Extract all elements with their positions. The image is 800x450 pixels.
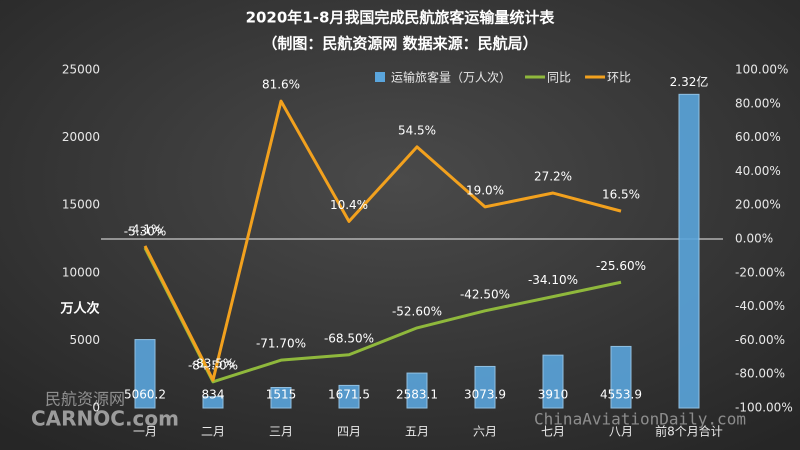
chart-title: 2020年1-8月我国完成民航旅客运输量统计表 — [246, 9, 556, 27]
bar — [270, 387, 292, 409]
y-tick-label: 25000 — [62, 63, 100, 77]
y2-tick-label: -20.00% — [735, 265, 785, 279]
y2-tick-label: 20.00% — [735, 198, 781, 212]
bar — [542, 354, 564, 409]
line-value-label: 54.5% — [398, 123, 436, 137]
y-tick-label: 0 — [92, 401, 100, 415]
line-value-label: -71.70% — [256, 337, 306, 351]
line-value-label: 10.4% — [330, 198, 368, 212]
bar — [474, 365, 496, 409]
line-value-label: -68.50% — [324, 331, 374, 345]
watermark: CARNOC.com — [31, 407, 179, 431]
legend-label: 同比 — [547, 71, 571, 85]
x-tick-label: 六月 — [473, 425, 497, 439]
y2-tick-label: 0.00% — [735, 232, 773, 246]
x-tick-label: 三月 — [269, 425, 293, 439]
y-tick-label: 5000 — [69, 333, 100, 347]
bar-value-label: 1515 — [266, 388, 297, 402]
x-tick-label: 八月 — [609, 425, 633, 439]
line-value-label: -84.50% — [188, 358, 238, 372]
y-axis-label: 万人次 — [59, 301, 99, 317]
y2-tick-label: -100.00% — [735, 401, 793, 415]
bar-value-label: 834 — [202, 388, 225, 402]
x-tick-label: 四月 — [337, 425, 361, 439]
legend-label: 环比 — [607, 71, 631, 85]
x-tick-label: 前8个月合计 — [655, 424, 723, 439]
bar — [406, 372, 428, 409]
line-value-label: -34.10% — [528, 273, 578, 287]
bar-value-label: 3073.9 — [464, 388, 506, 402]
line-value-label: -25.60% — [596, 259, 646, 273]
line-value-label: -42.50% — [460, 287, 510, 301]
line-value-label: -52.60% — [392, 304, 442, 318]
line-value-label: 19.0% — [466, 183, 504, 197]
line-value-label: 27.2% — [534, 170, 572, 184]
line — [143, 247, 622, 384]
bar-value-label: 4553.9 — [600, 388, 642, 402]
line — [143, 99, 622, 382]
y-tick-label: 15000 — [62, 198, 100, 212]
bar-value-label: 2.32亿 — [670, 74, 709, 89]
bar-value-label: 2583.1 — [396, 388, 438, 402]
chart-subtitle: （制图：民航资源网 数据来源：民航局） — [262, 35, 537, 53]
y2-tick-label: -40.00% — [735, 299, 785, 313]
x-tick-label: 一月 — [133, 425, 157, 439]
x-tick-label: 七月 — [541, 425, 565, 439]
y2-tick-label: 60.00% — [735, 130, 781, 144]
bar — [678, 93, 700, 409]
bar — [202, 396, 224, 409]
bar-value-label: 1671.5 — [328, 388, 370, 402]
line-value-label: 16.5% — [602, 188, 640, 202]
bar-value-label: 3910 — [538, 388, 569, 402]
x-tick-label: 五月 — [405, 425, 429, 439]
y2-tick-label: -60.00% — [735, 333, 785, 347]
line-value-label: -5.30% — [124, 224, 166, 238]
legend-swatch — [375, 72, 385, 82]
bar-value-label: 5060.2 — [124, 388, 166, 402]
y-tick-label: 20000 — [62, 130, 100, 144]
y-tick-label: 10000 — [62, 265, 100, 279]
y2-tick-label: 80.00% — [735, 96, 781, 110]
watermark: ChinaAviationDaily.com — [534, 410, 746, 429]
line-value-label: -83.5% — [192, 357, 234, 371]
bar — [338, 384, 360, 409]
y2-tick-label: 100.00% — [735, 63, 788, 77]
y2-tick-label: -80.00% — [735, 367, 785, 381]
line-value-label: 81.6% — [262, 78, 300, 92]
line-value-label: -4.1% — [128, 222, 163, 236]
bar — [134, 339, 156, 409]
legend-label: 运输旅客量（万人次） — [391, 70, 511, 85]
x-tick-label: 二月 — [201, 425, 225, 439]
watermark: 民航资源网 — [45, 390, 125, 409]
y2-tick-label: 40.00% — [735, 164, 781, 178]
bar — [610, 345, 632, 409]
